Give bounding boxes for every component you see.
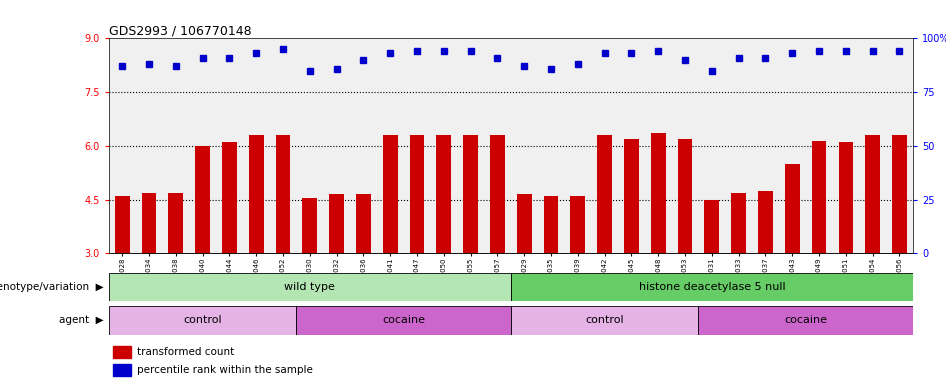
Bar [511,273,913,301]
Text: transformed count: transformed count [137,347,235,357]
Bar [570,196,586,253]
Bar [785,164,799,253]
Text: control: control [184,315,222,326]
Bar [249,135,264,253]
Bar [296,306,511,335]
Text: control: control [586,315,624,326]
Text: cocaine: cocaine [382,315,425,326]
Bar [624,139,639,253]
Bar [731,192,746,253]
Bar [866,135,880,253]
Bar [758,191,773,253]
Bar [517,194,532,253]
Bar [142,192,156,253]
Bar [113,346,131,358]
Bar [275,135,290,253]
Bar [356,194,371,253]
Text: GDS2993 / 106770148: GDS2993 / 106770148 [109,24,252,37]
Bar [109,273,511,301]
Bar [812,141,827,253]
Bar [705,200,719,253]
Bar [544,196,558,253]
Bar [597,135,612,253]
Bar [511,306,698,335]
Bar [698,306,913,335]
Bar [677,139,692,253]
Text: cocaine: cocaine [784,315,827,326]
Bar [490,135,505,253]
Bar [410,135,425,253]
Text: genotype/variation  ▶: genotype/variation ▶ [0,282,104,292]
Text: wild type: wild type [285,282,335,292]
Bar [383,135,397,253]
Bar [464,135,478,253]
Bar [113,364,131,376]
Bar [195,146,210,253]
Text: agent  ▶: agent ▶ [60,315,104,326]
Text: percentile rank within the sample: percentile rank within the sample [137,365,313,375]
Bar [329,194,344,253]
Bar [436,135,451,253]
Bar [838,142,853,253]
Bar [109,306,296,335]
Bar [303,198,317,253]
Bar [114,196,130,253]
Bar [168,192,184,253]
Bar [222,142,236,253]
Bar [651,133,666,253]
Text: histone deacetylase 5 null: histone deacetylase 5 null [639,282,785,292]
Bar [892,135,907,253]
